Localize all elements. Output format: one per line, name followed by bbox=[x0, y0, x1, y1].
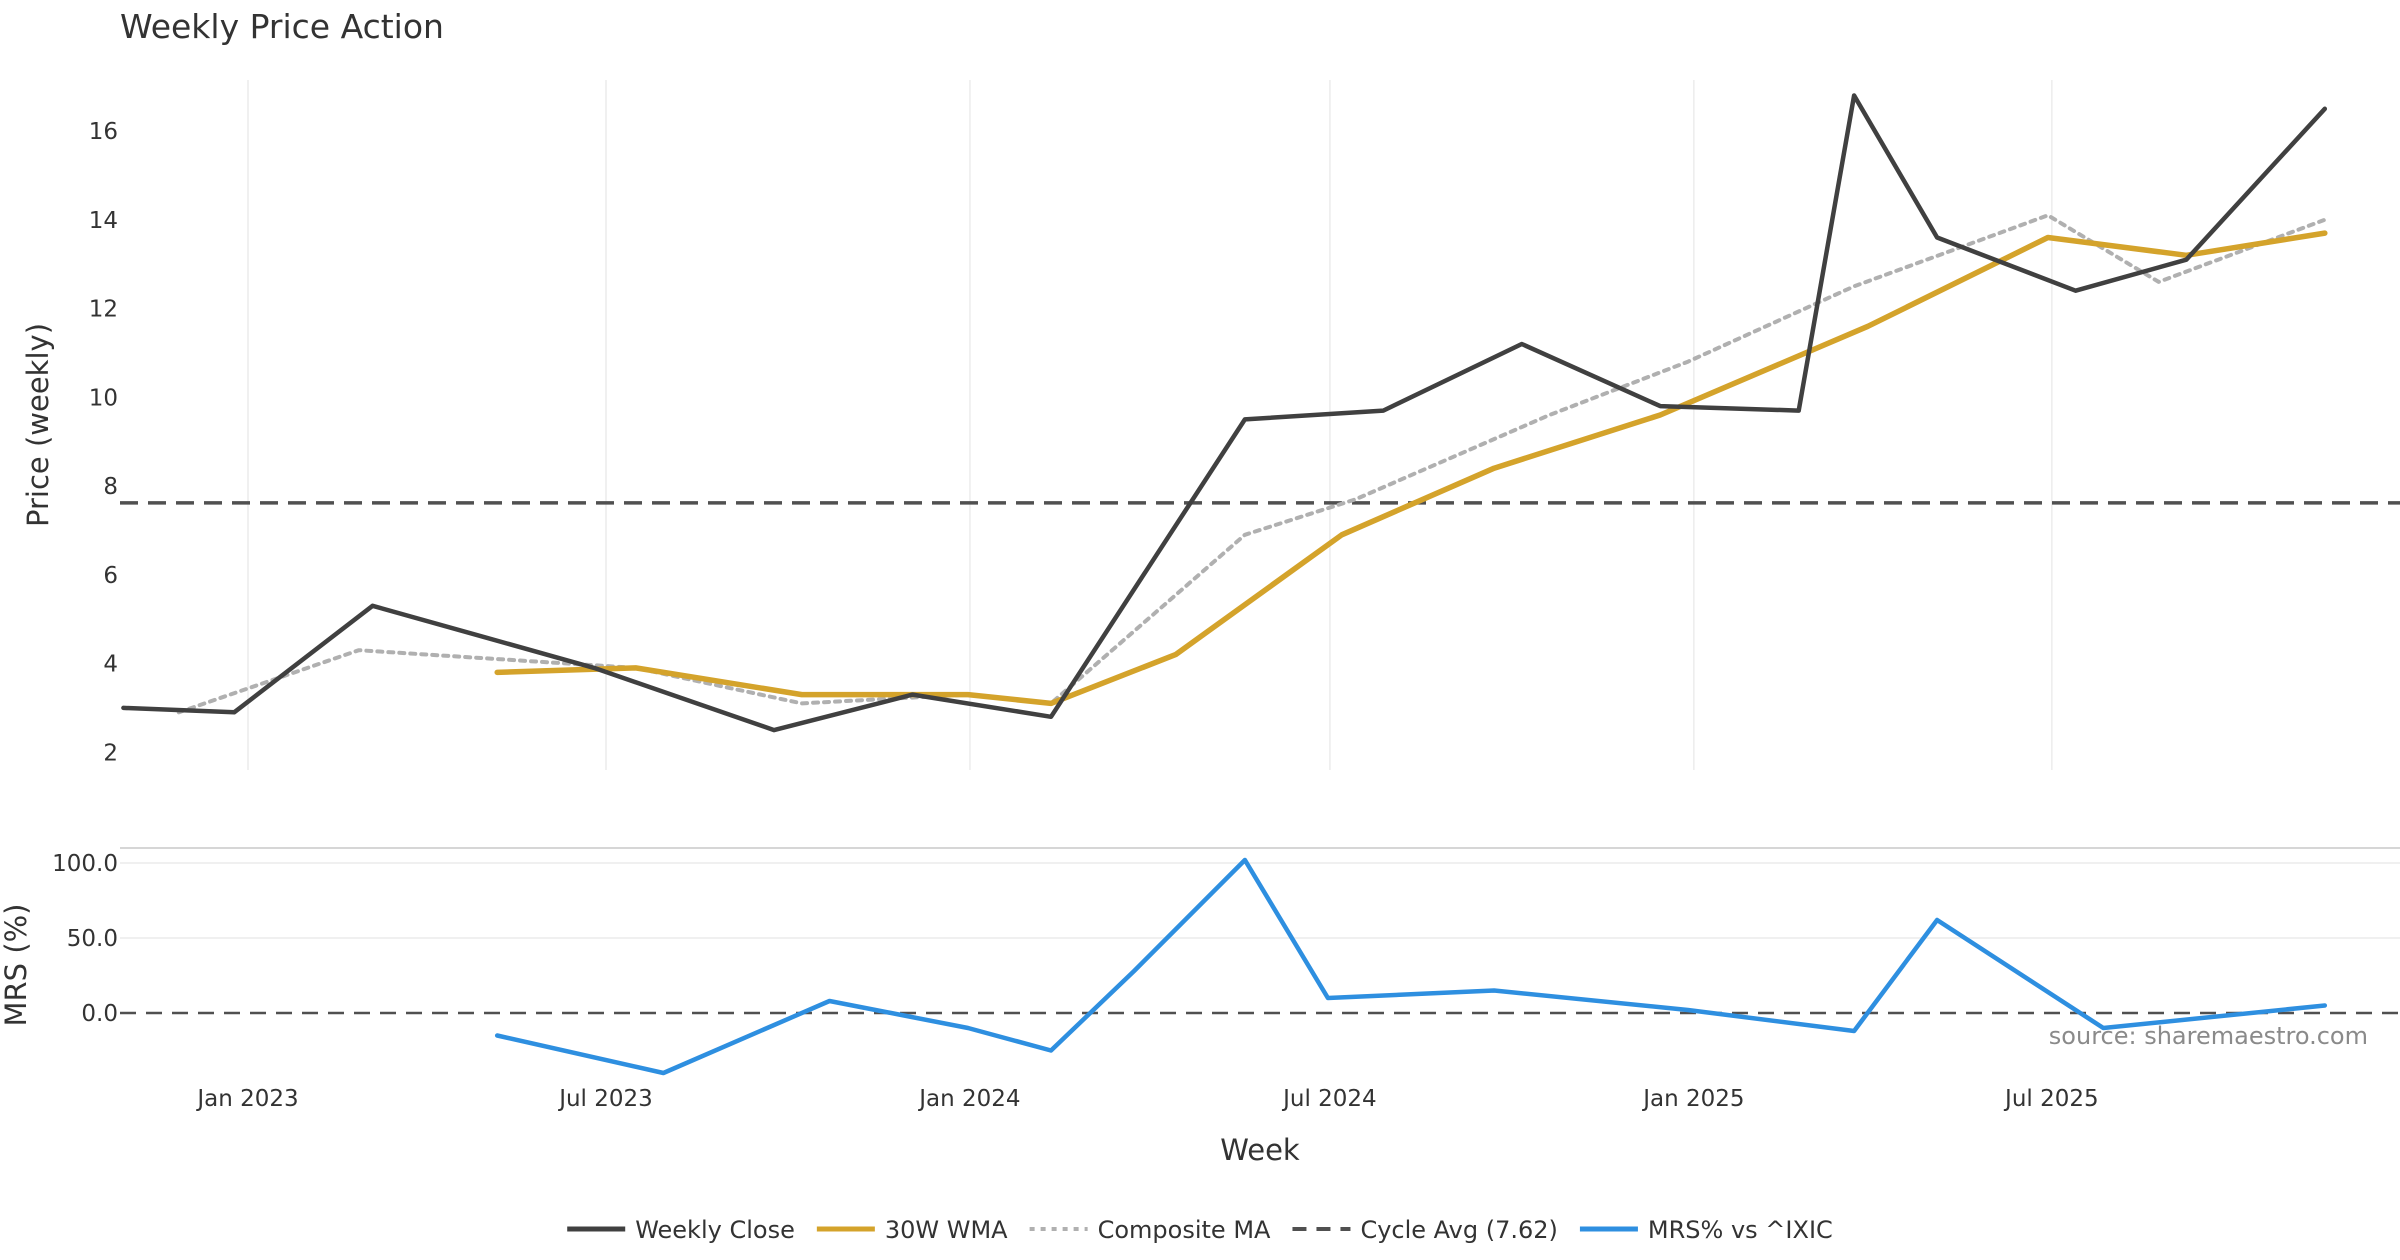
price-tick-label-7: 16 bbox=[89, 119, 118, 145]
30w-wma-line bbox=[494, 230, 2328, 707]
x-tick-label-2: Jan 2024 bbox=[917, 1086, 1020, 1112]
x-tick-label-3: Jul 2024 bbox=[1281, 1086, 1377, 1112]
legend-label-composite-ma: Composite MA bbox=[1098, 1216, 1271, 1244]
price-tick-label-1: 4 bbox=[103, 652, 118, 678]
price-panel: 2 4 6 8 10 12 14 16 bbox=[89, 93, 2400, 766]
x-tick-label-0: Jan 2023 bbox=[195, 1086, 298, 1112]
composite-ma-line bbox=[176, 213, 2327, 715]
price-tick-label-3: 8 bbox=[103, 474, 118, 500]
mrs-panel: 0.0 50.0 100.0 bbox=[52, 847, 2400, 1076]
x-tick-label-1: Jul 2023 bbox=[557, 1086, 653, 1112]
mrs-tick-label-1: 50.0 bbox=[67, 926, 118, 952]
chart-title: Weekly Price Action bbox=[120, 7, 444, 46]
x-tick-label-4: Jan 2025 bbox=[1641, 1086, 1744, 1112]
price-tick-label-0: 2 bbox=[103, 740, 118, 766]
price-tick-label-4: 10 bbox=[89, 385, 118, 411]
price-axis-title: Price (weekly) bbox=[21, 323, 55, 527]
mrs-vs-ixic-line bbox=[494, 857, 2328, 1076]
legend-label-30w-wma: 30W WMA bbox=[885, 1216, 1008, 1244]
x-tick-label-5: Jul 2025 bbox=[2003, 1086, 2099, 1112]
x-axis-title: Week bbox=[1220, 1133, 1300, 1167]
x-axis-ticks: Jan 2023 Jul 2023 Jan 2024 Jul 2024 Jan 2025… bbox=[195, 1086, 2098, 1112]
legend-label-weekly-close: Weekly Close bbox=[635, 1216, 795, 1244]
x-gridlines bbox=[247, 80, 2053, 770]
mrs-tick-label-0: 0.0 bbox=[81, 1001, 118, 1027]
price-tick-label-5: 12 bbox=[89, 297, 118, 323]
legend-label-cycle-avg-7-62: Cycle Avg (7.62) bbox=[1360, 1216, 1557, 1244]
mrs-tick-label-2: 100.0 bbox=[52, 851, 118, 877]
legend-label-mrs-vs-ixic: MRS% vs ^IXIC bbox=[1648, 1216, 1833, 1244]
legend: Weekly Close 30W WMA Composite MA Cycle Avg… bbox=[567, 1216, 1833, 1244]
mrs-axis-title: MRS (%) bbox=[0, 904, 33, 1027]
weekly-close-line bbox=[121, 93, 2328, 733]
price-tick-label-6: 14 bbox=[89, 208, 118, 234]
source-note: source: sharemaestro.com bbox=[2049, 1022, 2368, 1050]
price-tick-label-2: 6 bbox=[103, 563, 118, 589]
